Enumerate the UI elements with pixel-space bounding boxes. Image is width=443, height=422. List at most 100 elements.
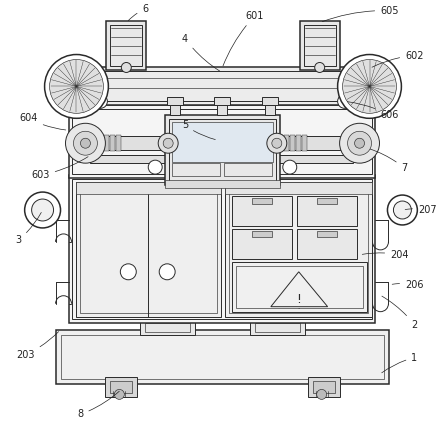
- Circle shape: [50, 60, 103, 114]
- Bar: [167, 97, 183, 106]
- Bar: [170, 106, 180, 115]
- Text: 3: 3: [16, 212, 41, 245]
- Text: .: .: [298, 304, 300, 310]
- Text: 604: 604: [19, 113, 66, 130]
- Bar: [252, 231, 272, 237]
- Bar: [225, 182, 372, 194]
- Circle shape: [338, 95, 352, 108]
- Bar: [232, 196, 292, 226]
- Text: 601: 601: [223, 11, 264, 66]
- Circle shape: [388, 195, 417, 225]
- Circle shape: [315, 62, 325, 73]
- Bar: [81, 186, 217, 313]
- Bar: [61, 335, 385, 379]
- Circle shape: [45, 54, 109, 118]
- Bar: [304, 24, 336, 67]
- Circle shape: [393, 201, 412, 219]
- Circle shape: [31, 199, 54, 221]
- Bar: [98, 135, 103, 151]
- Bar: [317, 198, 337, 204]
- Bar: [77, 182, 221, 194]
- Bar: [278, 135, 283, 151]
- Circle shape: [120, 264, 136, 280]
- Bar: [105, 377, 137, 398]
- Bar: [252, 198, 272, 204]
- Bar: [255, 323, 300, 332]
- Bar: [232, 262, 366, 312]
- Bar: [93, 135, 97, 151]
- Bar: [106, 21, 146, 70]
- Circle shape: [121, 62, 131, 73]
- Circle shape: [348, 131, 372, 155]
- Circle shape: [354, 138, 365, 148]
- Circle shape: [283, 160, 297, 174]
- Circle shape: [159, 264, 175, 280]
- Circle shape: [93, 95, 107, 108]
- Circle shape: [158, 133, 178, 153]
- Text: 603: 603: [31, 157, 88, 180]
- Bar: [117, 135, 121, 151]
- Bar: [172, 163, 220, 176]
- Bar: [110, 381, 132, 393]
- Bar: [145, 323, 190, 332]
- Circle shape: [25, 192, 61, 228]
- Bar: [69, 175, 376, 323]
- Bar: [93, 136, 167, 150]
- Text: 203: 203: [16, 332, 58, 360]
- Bar: [250, 319, 305, 335]
- Circle shape: [338, 54, 401, 118]
- Bar: [278, 136, 353, 150]
- Bar: [77, 182, 221, 316]
- Bar: [236, 266, 362, 308]
- Bar: [297, 229, 357, 259]
- Bar: [140, 319, 195, 335]
- Bar: [73, 109, 372, 174]
- Text: 5: 5: [182, 120, 215, 140]
- Text: 2: 2: [382, 296, 417, 330]
- Circle shape: [114, 390, 124, 399]
- Bar: [290, 135, 295, 151]
- Bar: [284, 135, 289, 151]
- Bar: [232, 229, 292, 259]
- Bar: [165, 115, 280, 185]
- Circle shape: [267, 133, 287, 153]
- Circle shape: [340, 123, 380, 163]
- Bar: [110, 24, 142, 67]
- Bar: [55, 330, 389, 384]
- Bar: [317, 231, 337, 237]
- Bar: [172, 122, 273, 162]
- Bar: [262, 97, 278, 106]
- Bar: [302, 135, 307, 151]
- Bar: [110, 135, 115, 151]
- Bar: [75, 68, 369, 106]
- Bar: [90, 155, 353, 163]
- Bar: [224, 163, 272, 176]
- Bar: [296, 135, 301, 151]
- Circle shape: [81, 138, 90, 148]
- Circle shape: [342, 60, 396, 114]
- Bar: [165, 180, 280, 188]
- Circle shape: [317, 390, 326, 399]
- Text: 602: 602: [372, 51, 424, 67]
- Bar: [169, 119, 276, 181]
- Bar: [229, 186, 368, 313]
- Bar: [214, 97, 230, 106]
- Text: 206: 206: [392, 280, 424, 290]
- Bar: [225, 182, 372, 316]
- Circle shape: [272, 138, 282, 148]
- Bar: [79, 71, 365, 101]
- Circle shape: [163, 138, 173, 148]
- Text: 605: 605: [322, 5, 399, 22]
- Text: 7: 7: [370, 149, 408, 173]
- Text: 606: 606: [347, 102, 399, 120]
- Bar: [217, 106, 227, 115]
- Text: 6: 6: [128, 4, 148, 21]
- Bar: [265, 106, 275, 115]
- Circle shape: [148, 160, 162, 174]
- Bar: [308, 377, 340, 398]
- Text: 8: 8: [78, 391, 119, 419]
- Bar: [297, 196, 357, 226]
- Text: 4: 4: [182, 34, 220, 71]
- Text: 207: 207: [405, 205, 437, 215]
- Bar: [105, 135, 109, 151]
